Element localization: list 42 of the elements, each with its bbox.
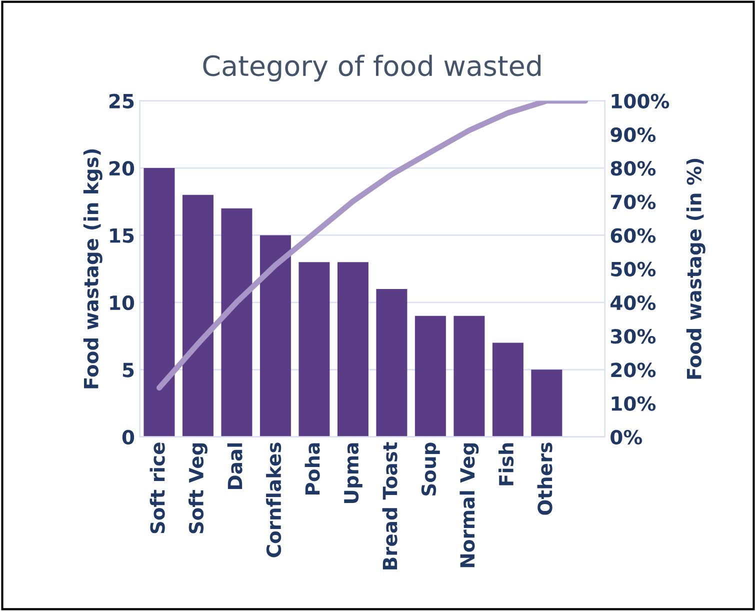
x-tick-label: Soft rice	[150, 442, 165, 534]
y2-tick-label: 20%	[611, 362, 656, 378]
bar	[376, 289, 408, 437]
y2-tick-label: 100%	[612, 94, 670, 108]
x-tick-label: Poha	[304, 443, 320, 495]
x-tick-label: Fish	[498, 443, 514, 486]
bar	[221, 208, 252, 437]
y-axis-title: Food wastage (in kgs)	[83, 149, 102, 388]
bar	[531, 370, 562, 437]
y-tick-label: 5	[122, 362, 134, 378]
x-tick-label: Others	[537, 442, 552, 515]
x-tick-label: Bread Toast	[382, 442, 398, 570]
x-tick-label: Daal	[227, 443, 242, 489]
y-tick-label: 20	[109, 160, 134, 176]
y-tick-label: 0	[122, 430, 134, 445]
y2-tick-label: 0%	[610, 430, 642, 445]
bar	[298, 262, 330, 437]
bar	[492, 342, 524, 437]
y2-tick-label: 40%	[610, 295, 656, 310]
x-tick-label: Soup	[421, 442, 440, 496]
y2-tick-label: 70%	[610, 194, 656, 210]
y-tick-label: 15	[110, 228, 134, 243]
bar	[337, 262, 368, 437]
x-tick-label: Normal Veg	[460, 443, 479, 568]
bar	[414, 316, 446, 437]
y-tick-label: 25	[109, 94, 134, 108]
x-tick-label: Upma	[344, 443, 362, 504]
x-tick-label: Soft Veg	[188, 443, 208, 534]
x-tick-label: Cornflakes	[266, 442, 282, 558]
bar	[144, 168, 175, 437]
y2-tick-label: 80%	[610, 160, 656, 176]
y2-tick-label: 30%	[610, 329, 656, 344]
y2-tick-label: 50%	[611, 262, 656, 277]
bar	[260, 235, 291, 437]
bar	[182, 194, 214, 437]
y2-tick-label: 10%	[612, 396, 656, 411]
bar	[454, 316, 485, 437]
y2-axis-title: Food wastage (in %)	[686, 158, 706, 379]
y2-tick-label: 60%	[610, 228, 656, 243]
chart-title: Category of food wasted	[203, 54, 540, 82]
y-tick-label: 10	[110, 295, 134, 310]
y2-tick-label: 90%	[610, 127, 656, 142]
